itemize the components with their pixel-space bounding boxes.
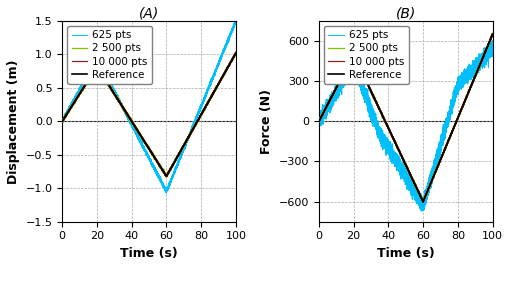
10 000 pts [66,108,72,112]
Reference [419,200,426,203]
625 pts [315,119,321,123]
Reference [400,159,406,162]
10 000 pts [144,144,150,147]
625 pts [69,101,75,104]
625 pts [316,122,322,125]
2 500 pts [315,120,321,123]
625 pts [232,18,238,21]
Reference [322,106,328,109]
2 500 pts [232,50,238,54]
2 500 pts [69,103,75,106]
Title: (A): (A) [138,7,159,21]
Reference [316,118,322,121]
Reference [223,68,229,71]
2 500 pts [326,99,332,102]
10 000 pts [223,67,229,71]
Legend: 625 pts, 2 500 pts, 10 000 pts, Reference: 625 pts, 2 500 pts, 10 000 pts, Referenc… [324,26,408,84]
625 pts [479,56,486,59]
10 000 pts [163,175,169,178]
2 500 pts [66,108,72,112]
625 pts [66,107,72,111]
2 500 pts [400,160,406,163]
625 pts [93,58,99,61]
Reference [66,108,72,112]
Y-axis label: Force (N): Force (N) [260,89,273,154]
10 000 pts [232,51,238,55]
10 000 pts [400,159,406,162]
625 pts [349,59,355,62]
2 500 pts [59,120,65,123]
625 pts [144,150,150,154]
2 500 pts [232,53,238,56]
2 500 pts [93,66,99,69]
Line: 625 pts: 625 pts [318,40,492,211]
Line: 2 500 pts: 2 500 pts [318,33,492,203]
Reference [232,51,238,55]
Title: (B): (B) [395,7,415,21]
2 500 pts [163,175,169,179]
625 pts [232,19,238,23]
Reference [163,175,169,178]
Line: Reference: Reference [318,34,492,202]
X-axis label: Time (s): Time (s) [120,247,178,260]
2 500 pts [144,143,150,146]
10 000 pts [419,201,425,204]
10 000 pts [315,121,321,124]
Line: 10 000 pts: 10 000 pts [62,53,235,176]
Reference [60,118,66,122]
625 pts [488,39,494,42]
2 500 pts [489,32,495,35]
2 500 pts [479,55,486,58]
625 pts [418,210,425,213]
Reference [59,120,65,123]
Line: 625 pts: 625 pts [62,19,235,193]
2 500 pts [419,201,426,205]
10 000 pts [93,66,99,69]
Line: 2 500 pts: 2 500 pts [62,52,235,177]
2 500 pts [349,54,355,58]
Y-axis label: Displacement (m): Displacement (m) [7,59,20,183]
Reference [315,120,321,123]
625 pts [59,119,65,123]
625 pts [322,110,328,113]
10 000 pts [59,119,65,123]
10 000 pts [326,100,332,103]
625 pts [163,191,169,195]
Reference [69,103,75,106]
Reference [349,54,355,57]
10 000 pts [489,33,495,36]
X-axis label: Time (s): Time (s) [376,247,434,260]
Reference [479,55,486,58]
Line: Reference: Reference [62,53,235,176]
Legend: 625 pts, 2 500 pts, 10 000 pts, Reference: 625 pts, 2 500 pts, 10 000 pts, Referenc… [67,26,152,84]
625 pts [326,98,332,101]
10 000 pts [488,32,494,35]
10 000 pts [322,106,328,109]
10 000 pts [232,51,238,55]
2 500 pts [223,68,229,72]
625 pts [489,47,495,51]
Reference [93,66,99,69]
10 000 pts [349,55,355,58]
625 pts [223,42,229,45]
2 500 pts [60,118,66,122]
Line: 10 000 pts: 10 000 pts [318,34,492,202]
Reference [144,144,150,148]
2 500 pts [322,105,328,108]
Reference [326,100,332,103]
625 pts [60,117,66,121]
625 pts [400,167,406,170]
10 000 pts [479,55,486,58]
2 500 pts [316,119,322,123]
10 000 pts [316,118,322,121]
10 000 pts [69,103,75,107]
10 000 pts [60,119,66,122]
Reference [489,33,495,36]
